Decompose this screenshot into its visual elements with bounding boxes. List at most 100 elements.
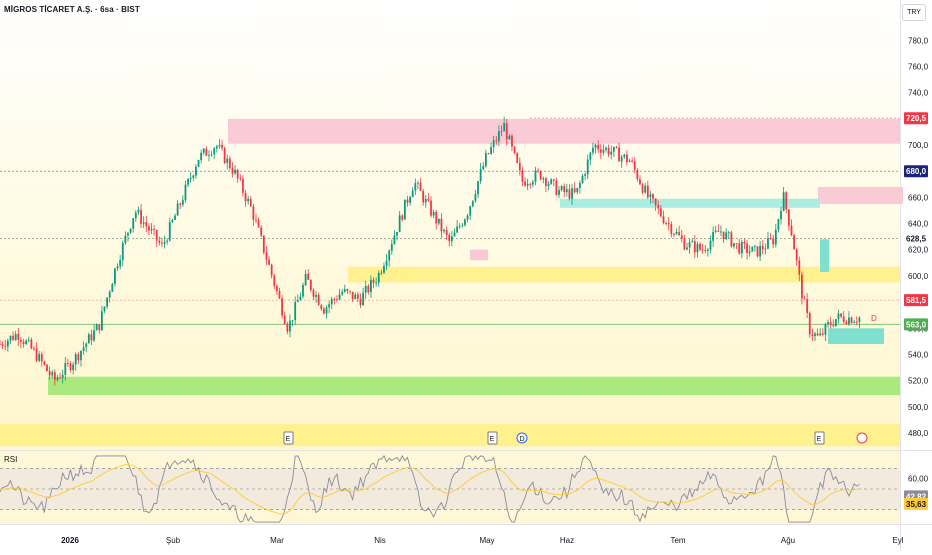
y-tick-label: 540,0 bbox=[908, 350, 929, 359]
candle-body bbox=[364, 285, 367, 293]
candle-body bbox=[255, 219, 257, 221]
candle-body bbox=[714, 230, 717, 232]
candle-body bbox=[205, 148, 208, 156]
price-tag-label: 563,0 bbox=[906, 320, 927, 329]
candle-body bbox=[336, 299, 338, 301]
currency-button[interactable]: TRY bbox=[902, 4, 926, 21]
candle-body bbox=[354, 294, 357, 300]
candle-body bbox=[578, 182, 581, 188]
candle-body bbox=[761, 245, 764, 250]
candle-body bbox=[437, 218, 440, 224]
candle-body bbox=[9, 335, 12, 341]
candle-body bbox=[495, 140, 498, 142]
candle-body bbox=[754, 246, 756, 248]
candle-body bbox=[51, 372, 54, 376]
candle-body bbox=[842, 316, 845, 322]
rsi-line bbox=[0, 454, 860, 523]
candle-body bbox=[35, 348, 38, 361]
candle-body bbox=[299, 296, 302, 301]
y-tick-label: 780,0 bbox=[908, 36, 929, 45]
candle-body bbox=[208, 155, 210, 156]
candle-body bbox=[821, 333, 824, 335]
candle-body bbox=[179, 203, 182, 205]
candle-body bbox=[61, 374, 64, 378]
candle-body bbox=[46, 364, 48, 372]
candle-body bbox=[573, 188, 576, 193]
candle-body bbox=[571, 188, 573, 199]
candle-body bbox=[845, 321, 848, 325]
price-tag bbox=[904, 112, 928, 125]
candle-body bbox=[87, 334, 90, 344]
candle-body bbox=[210, 154, 213, 156]
y-tick-label: 480,0 bbox=[908, 429, 929, 438]
candle-body bbox=[759, 245, 762, 257]
candle-body bbox=[636, 169, 639, 180]
candle-body bbox=[95, 324, 98, 331]
candle-body bbox=[275, 285, 278, 291]
candle-body bbox=[304, 273, 307, 286]
candle-body bbox=[615, 146, 618, 148]
candle-body bbox=[393, 235, 396, 245]
candle-body bbox=[450, 236, 453, 242]
candle-body bbox=[341, 291, 344, 295]
x-tick-label: 2026 bbox=[61, 536, 79, 545]
candle-body bbox=[678, 231, 681, 236]
candle-body bbox=[317, 294, 320, 306]
candle-body bbox=[610, 151, 613, 155]
candle-body bbox=[837, 313, 840, 320]
rsi-value-label: 42,82 bbox=[906, 492, 927, 501]
candle-body bbox=[388, 250, 391, 261]
dividend-marker bbox=[516, 432, 528, 444]
y-tick-label: 760,0 bbox=[908, 63, 929, 72]
chart-background bbox=[0, 0, 900, 450]
candle-body bbox=[427, 198, 430, 201]
candle-body bbox=[675, 231, 678, 235]
candle-body bbox=[626, 154, 628, 162]
candle-body bbox=[380, 272, 383, 274]
candle-body bbox=[100, 311, 103, 331]
candle-body bbox=[709, 240, 712, 250]
candle-body bbox=[147, 226, 150, 231]
candle-body bbox=[748, 251, 751, 254]
candle-body bbox=[832, 325, 835, 326]
candle-body bbox=[38, 354, 41, 361]
y-tick-label: 500,0 bbox=[908, 403, 929, 412]
candle-body bbox=[330, 299, 333, 305]
candle-body bbox=[116, 266, 119, 269]
x-tick-label: Tem bbox=[670, 536, 685, 545]
y-tick-label: 640,0 bbox=[908, 220, 929, 229]
candle-body bbox=[733, 243, 735, 247]
candle-body bbox=[508, 135, 511, 140]
candle-body bbox=[40, 354, 43, 362]
candle-body bbox=[858, 317, 861, 322]
candle-body bbox=[688, 242, 691, 248]
candle-body bbox=[398, 215, 401, 233]
rsi-value-tag bbox=[904, 497, 928, 510]
candle-body bbox=[346, 289, 349, 292]
candle-body bbox=[443, 229, 445, 232]
candle-body bbox=[74, 354, 77, 365]
candle-body bbox=[33, 348, 35, 350]
candle-body bbox=[529, 184, 532, 185]
candle-body bbox=[471, 200, 474, 207]
candle-body bbox=[383, 266, 385, 273]
candle-body bbox=[155, 230, 158, 241]
candle-body bbox=[628, 160, 631, 162]
x-tick-label: Şub bbox=[166, 536, 181, 545]
candle-body bbox=[683, 238, 686, 250]
candle-body bbox=[803, 298, 806, 300]
candle-body bbox=[268, 259, 270, 265]
rsi-value-label: 35,63 bbox=[906, 500, 927, 509]
candle-body bbox=[793, 235, 795, 250]
candle-body bbox=[343, 289, 346, 292]
candle-body bbox=[171, 219, 174, 223]
candle-body bbox=[153, 229, 156, 231]
candle-body bbox=[756, 246, 759, 257]
candle-body bbox=[226, 158, 229, 164]
candle-body bbox=[652, 194, 654, 199]
candle-body bbox=[417, 182, 419, 184]
candle-body bbox=[291, 320, 294, 321]
candle-body bbox=[633, 161, 636, 170]
